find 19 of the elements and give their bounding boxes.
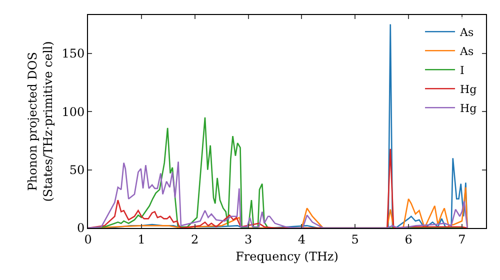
y-tick-label: 100 <box>62 104 85 119</box>
legend-label: I <box>460 64 464 77</box>
y-axis-title: Phonon projected DOS (States/THz·primitive cell) <box>25 41 55 202</box>
legend-label: Hg <box>460 102 477 115</box>
legend-label: As <box>459 44 474 58</box>
y-tick-label: 50 <box>69 163 85 177</box>
line-series <box>88 161 468 228</box>
x-tick-label: 3 <box>244 232 252 246</box>
x-tick-label: 7 <box>458 232 466 246</box>
x-axis-title: Frequency (THz) <box>236 249 338 264</box>
y-tick-label: 150 <box>62 46 85 61</box>
legend-label: As <box>459 26 474 39</box>
x-tick-label: 4 <box>298 232 306 246</box>
x-tick-label: 5 <box>351 232 359 246</box>
y-tick-label: 0 <box>76 221 85 236</box>
legend-label: Hg <box>460 82 477 96</box>
x-tick-label: 1 <box>138 232 146 246</box>
x-tick-label: 2 <box>191 232 199 246</box>
x-tick-label: 6 <box>404 232 412 246</box>
